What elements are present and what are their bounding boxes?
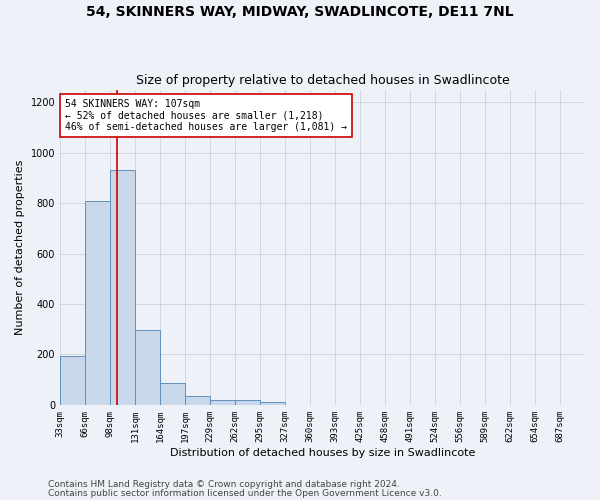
Text: 54 SKINNERS WAY: 107sqm
← 52% of detached houses are smaller (1,218)
46% of semi: 54 SKINNERS WAY: 107sqm ← 52% of detache… [65, 99, 347, 132]
Bar [135, 330, 160, 405]
Title: Size of property relative to detached houses in Swadlincote: Size of property relative to detached ho… [136, 74, 509, 87]
Bar [60, 356, 85, 405]
Bar [110, 170, 135, 405]
Bar [235, 400, 260, 405]
Text: Contains HM Land Registry data © Crown copyright and database right 2024.: Contains HM Land Registry data © Crown c… [48, 480, 400, 489]
Bar [210, 400, 235, 405]
Text: 54, SKINNERS WAY, MIDWAY, SWADLINCOTE, DE11 7NL: 54, SKINNERS WAY, MIDWAY, SWADLINCOTE, D… [86, 5, 514, 19]
Text: Contains public sector information licensed under the Open Government Licence v3: Contains public sector information licen… [48, 488, 442, 498]
Bar [85, 200, 110, 405]
X-axis label: Distribution of detached houses by size in Swadlincote: Distribution of detached houses by size … [170, 448, 475, 458]
Y-axis label: Number of detached properties: Number of detached properties [15, 160, 25, 335]
Bar [185, 396, 210, 405]
Bar [260, 402, 284, 405]
Bar [160, 384, 185, 405]
